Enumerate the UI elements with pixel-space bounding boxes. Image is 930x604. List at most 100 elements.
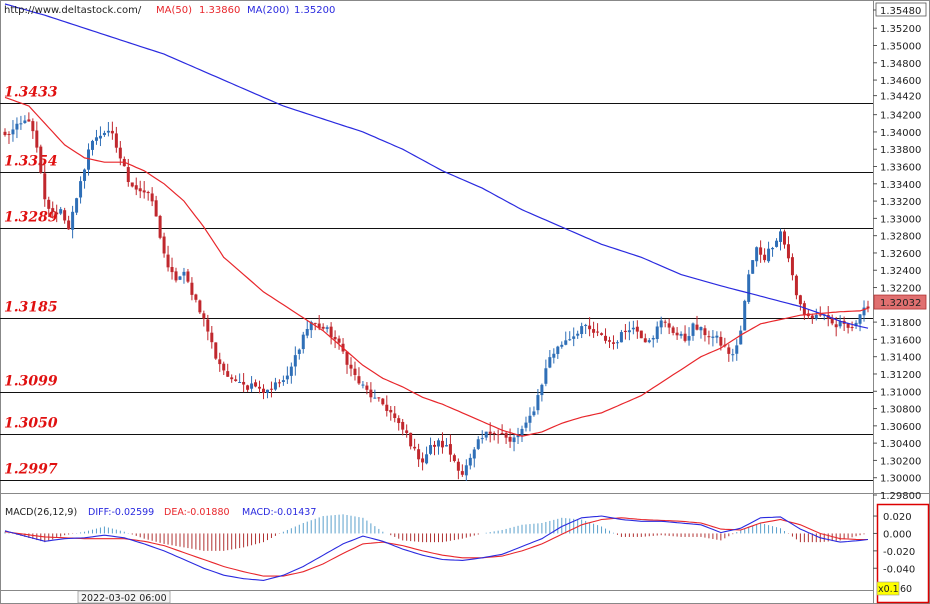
candle [389, 405, 393, 421]
candle-body [114, 133, 118, 148]
candle-body [663, 321, 667, 323]
candle-body [202, 313, 206, 319]
price-tick-label: 1.30400 [880, 439, 921, 450]
candle-body [194, 294, 198, 300]
candle [814, 308, 818, 321]
candle-body [627, 330, 631, 333]
candle-body [369, 389, 373, 398]
candle [643, 333, 647, 343]
candle-body [11, 129, 15, 135]
price-tick-label: 1.35480 [880, 6, 921, 17]
candle-body [71, 211, 75, 230]
candle [7, 131, 11, 144]
candle-body [393, 413, 397, 419]
candle-body [504, 433, 508, 438]
candle-body [611, 342, 615, 344]
candle-body [655, 326, 659, 340]
candle-body [87, 149, 91, 170]
candle [711, 330, 715, 347]
candle-body [27, 119, 31, 122]
candle-body [158, 215, 162, 238]
candle-body [401, 421, 405, 430]
candle [452, 453, 456, 463]
candle [305, 320, 309, 339]
candle-body [55, 212, 59, 215]
candle-body [496, 434, 500, 436]
candle [381, 397, 385, 406]
level-label: 1.3099 [4, 374, 58, 390]
candle [293, 346, 297, 376]
candle-body [484, 431, 488, 438]
candle [731, 348, 735, 362]
candle [238, 373, 242, 384]
date-label: 2022-03-02 06:00 [81, 593, 167, 604]
candle [786, 236, 790, 263]
candle-body [600, 333, 604, 335]
price-tick-label: 1.32400 [880, 266, 921, 277]
candle-body [751, 260, 755, 274]
candle-body [150, 193, 154, 202]
candle [627, 321, 631, 341]
candle-body [162, 236, 166, 254]
candle-body [854, 322, 858, 327]
candle-body [345, 351, 349, 365]
date-label-box [77, 590, 171, 604]
candle [671, 325, 675, 336]
candle [615, 340, 619, 349]
candle-body [361, 384, 365, 386]
macd-tick-label: 0.020 [883, 512, 912, 523]
candle [11, 120, 15, 142]
candle-body [154, 200, 158, 217]
candle-body [782, 231, 786, 245]
candle-body [536, 395, 540, 411]
candle-body [703, 328, 707, 336]
candle [707, 330, 711, 345]
candle-body [273, 382, 277, 390]
candle [838, 315, 842, 329]
candle [182, 267, 186, 284]
candle [767, 241, 771, 263]
candle [790, 253, 794, 281]
support-resistance-levels: 1.3433 1.3354 1.3289 1.3185 1.3099 1.3050 1.29… [0, 85, 873, 481]
candle-body [79, 181, 83, 198]
ma50-label: MA(50) [156, 5, 192, 16]
candle [19, 115, 23, 130]
candle-body [715, 335, 719, 338]
candle [556, 345, 560, 359]
candle [639, 330, 643, 339]
current-price-box [873, 294, 927, 310]
price-tick-label: 1.30600 [880, 422, 921, 433]
price-tick-label: 1.30000 [880, 474, 921, 485]
candle [230, 374, 234, 383]
candle-body [810, 315, 814, 319]
candle [409, 432, 413, 450]
candle [154, 195, 158, 217]
candle-body [405, 430, 409, 433]
candle [166, 245, 170, 272]
candle-body [337, 338, 341, 343]
candle-body [440, 440, 444, 448]
candle-body [106, 130, 110, 133]
candle-body [389, 409, 393, 413]
candle-body [755, 247, 759, 262]
candle-body [226, 371, 230, 377]
candle [67, 215, 71, 230]
candle [122, 156, 126, 167]
candle-body [309, 322, 313, 331]
candle-body [659, 320, 663, 328]
candle-body [711, 336, 715, 338]
candle-body [265, 389, 269, 393]
candle-body [623, 330, 627, 332]
scale-label: x0.1 [878, 584, 899, 595]
candle [572, 327, 576, 347]
candle-body [619, 332, 623, 343]
candle [401, 418, 405, 436]
candle [691, 322, 695, 341]
candle [186, 268, 190, 284]
candle-body [818, 314, 822, 316]
candle-body [631, 327, 635, 330]
candle-body [234, 379, 238, 382]
candle-body [305, 328, 309, 336]
candle [98, 126, 102, 147]
candle [568, 331, 572, 341]
